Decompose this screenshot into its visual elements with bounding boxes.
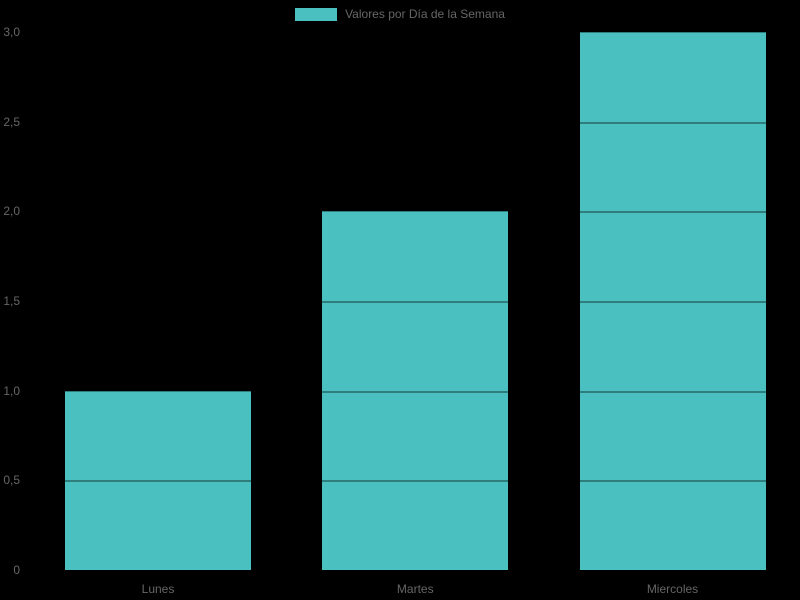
gridline <box>579 480 766 483</box>
y-axis-tick: 0 <box>13 563 20 577</box>
y-axis-tick: 2,0 <box>3 204 20 219</box>
y-axis-tick: 1,5 <box>3 294 20 308</box>
gridline <box>65 390 251 392</box>
y-axis-tick: 2,5 <box>3 114 20 129</box>
x-axis-label-miercoles: Miercoles <box>646 582 699 596</box>
legend-label: Valores por Día de la Semana <box>345 7 505 21</box>
legend-color-swatch <box>295 7 338 21</box>
gridline <box>65 480 251 483</box>
y-axis-tick: 0,5 <box>3 473 20 488</box>
gridline <box>579 121 766 124</box>
gridline <box>579 32 766 33</box>
bar-miercoles[interactable] <box>579 32 766 570</box>
bar-lunes[interactable] <box>65 390 251 570</box>
gridline <box>579 301 766 303</box>
gridline <box>322 480 509 483</box>
gridline <box>322 211 509 213</box>
gridline <box>579 211 766 214</box>
gridline <box>579 390 766 393</box>
chart-legend[interactable]: Valores por Día de la Semana <box>0 7 800 21</box>
gridline <box>322 300 509 303</box>
y-axis-tick: 3,0 <box>3 25 20 39</box>
x-axis-label-lunes: Lunes <box>141 582 175 596</box>
bar-martes[interactable] <box>322 211 509 570</box>
y-axis-tick: 1,0 <box>3 383 20 398</box>
gridline <box>322 390 509 393</box>
x-axis-label-martes: Martes <box>396 582 434 596</box>
